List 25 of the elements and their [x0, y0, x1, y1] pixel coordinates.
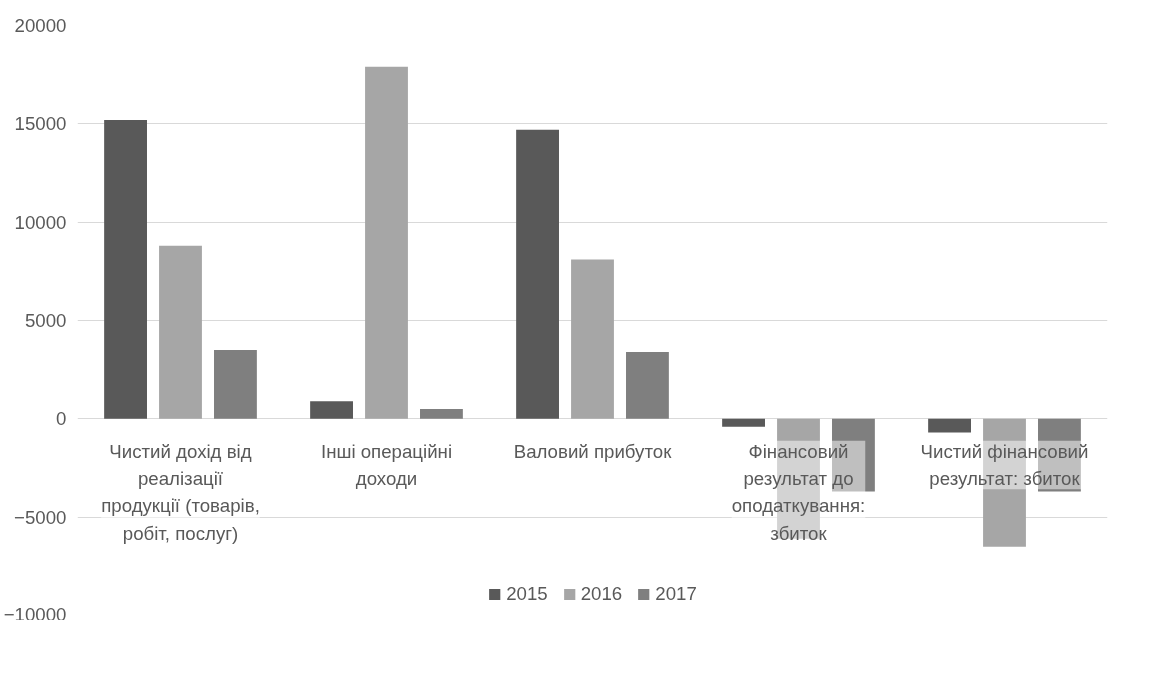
x-tick-label: Фінансовий результат до оподаткування: збиток	[731, 440, 866, 544]
bar	[722, 418, 765, 427]
legend-label: 2016	[580, 583, 623, 605]
legend-label: 2015	[506, 583, 548, 605]
bar	[104, 119, 147, 419]
y-tick-label: 10000	[14, 211, 67, 233]
x-tick-label: Чистий дохід від реалізації продукції (товарів, робіт, послуг)	[101, 440, 260, 544]
bar	[571, 259, 614, 419]
x-tick-label: Валовий прибуток	[513, 440, 673, 462]
x-tick-label: Інші операційні доходи	[320, 440, 453, 490]
y-tick-label: 20000	[14, 15, 67, 36]
bar	[214, 350, 257, 419]
bar	[928, 418, 971, 433]
y-tick-label: 15000	[14, 113, 67, 135]
legend-label: 2017	[655, 583, 697, 605]
y-tick-label: −10000	[3, 603, 67, 625]
bar	[420, 409, 463, 419]
y-tick-label: −5000	[14, 506, 67, 528]
bar	[626, 351, 669, 419]
bar	[365, 66, 408, 419]
bar	[159, 245, 202, 419]
y-tick-label: 5000	[25, 310, 67, 331]
bar	[310, 401, 353, 419]
bar	[516, 129, 559, 419]
y-tick-label: 0	[56, 408, 67, 430]
